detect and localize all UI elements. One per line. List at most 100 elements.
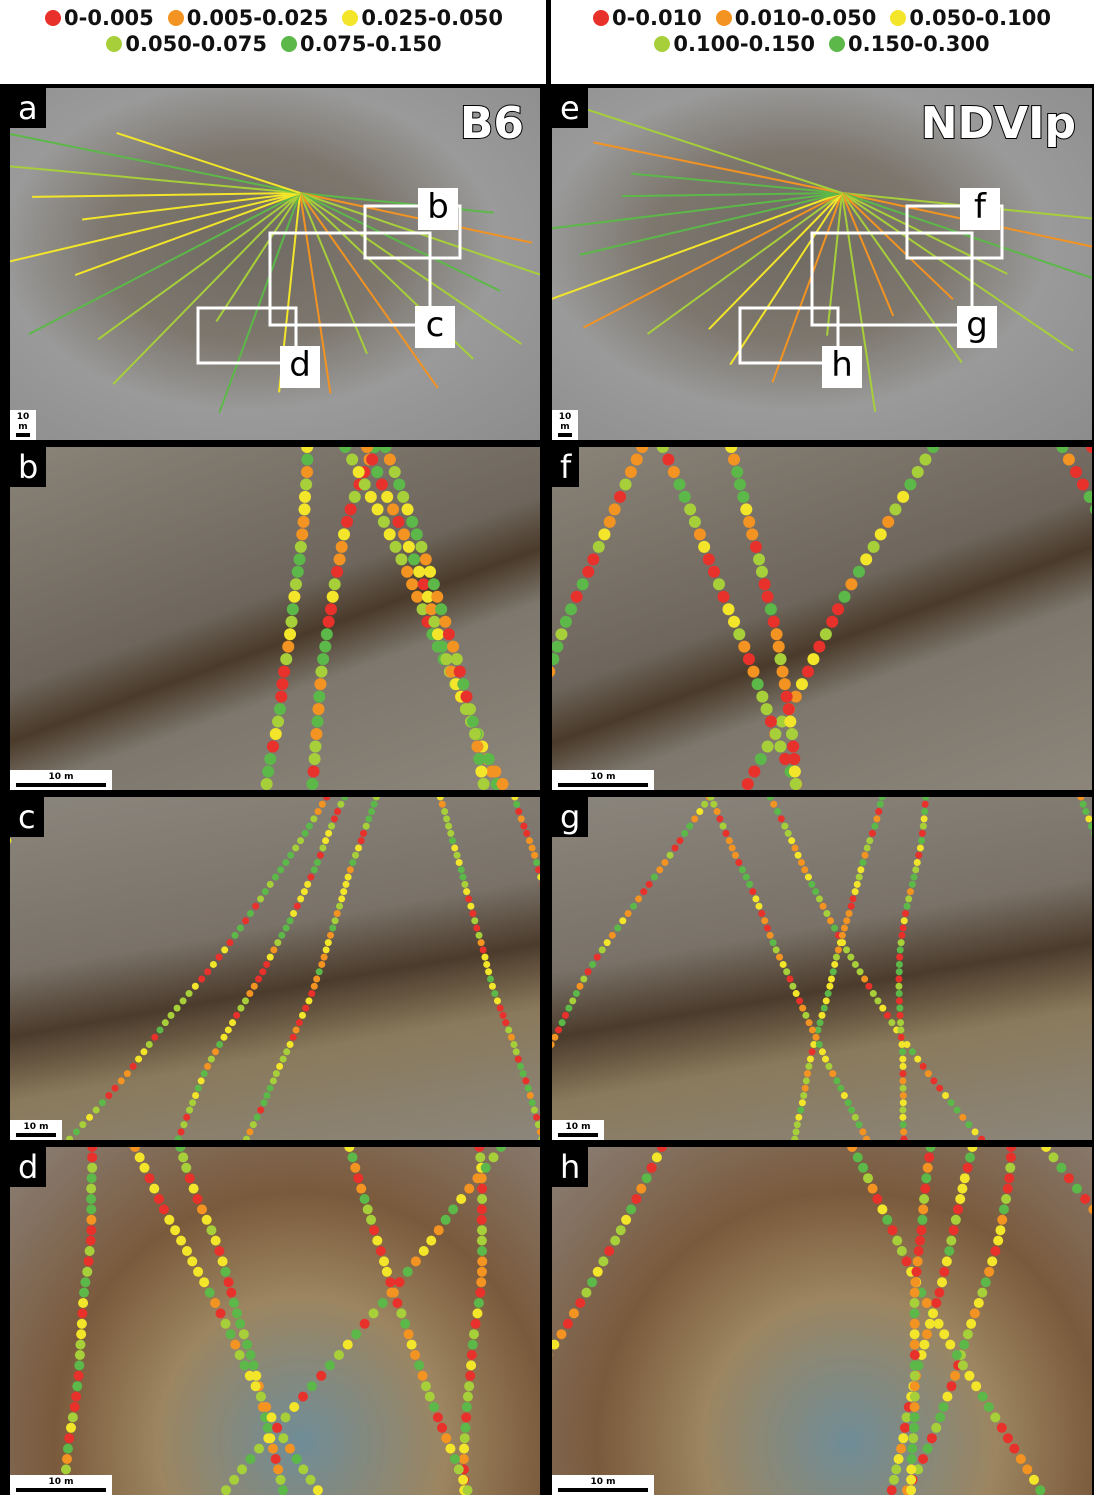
- track-point: [533, 859, 540, 866]
- track-point: [464, 1184, 474, 1194]
- track-point: [746, 528, 758, 540]
- inset-label: c: [415, 306, 455, 348]
- track-point: [112, 1085, 119, 1092]
- track-point: [759, 578, 771, 590]
- track-point: [366, 1215, 376, 1225]
- track-point: [216, 1308, 226, 1318]
- track-point: [646, 881, 653, 888]
- track-point: [833, 954, 840, 961]
- track-point: [845, 1099, 852, 1106]
- legend-item: 0.025-0.050: [342, 6, 503, 30]
- track-point: [64, 1433, 74, 1443]
- track-point: [1022, 1464, 1032, 1474]
- track-point: [341, 797, 348, 801]
- track-point: [802, 1012, 809, 1019]
- track-point: [99, 1099, 106, 1106]
- track-point: [987, 1256, 997, 1266]
- track-point: [582, 566, 594, 578]
- track-point: [581, 1288, 591, 1298]
- track-point: [355, 844, 362, 851]
- track-point: [323, 797, 330, 801]
- track-point: [298, 1392, 308, 1402]
- track-point: [746, 881, 753, 888]
- track-point: [315, 666, 327, 678]
- track-point: [419, 1246, 429, 1256]
- track-point: [454, 1464, 464, 1474]
- track-point: [866, 837, 873, 844]
- scale-text: 10 m: [16, 772, 106, 782]
- track-point: [225, 1026, 232, 1033]
- track-point: [899, 1107, 906, 1114]
- track-point: [425, 1392, 435, 1402]
- track-point: [854, 881, 861, 888]
- track-point: [919, 453, 931, 465]
- track-point: [76, 1329, 86, 1339]
- scale-text: 10 m: [16, 1122, 56, 1132]
- track-point: [765, 603, 777, 615]
- track-point: [465, 895, 472, 902]
- track-point: [230, 1340, 240, 1350]
- track-point: [395, 1277, 405, 1287]
- track-point: [467, 716, 479, 728]
- track-point: [921, 808, 928, 815]
- track-point: [657, 1147, 667, 1152]
- track-point: [264, 753, 276, 765]
- track-point: [899, 1048, 906, 1055]
- track-point: [245, 1371, 255, 1381]
- track-point: [345, 874, 352, 881]
- track-point: [906, 1485, 916, 1495]
- track-point: [703, 553, 715, 565]
- track-point: [351, 1329, 361, 1339]
- track-point: [431, 591, 443, 603]
- track-point: [420, 553, 432, 565]
- track-point: [1090, 503, 1092, 515]
- track-point: [317, 653, 329, 665]
- track-point: [900, 1121, 907, 1128]
- track-point: [552, 641, 563, 653]
- track-point: [1003, 1433, 1013, 1443]
- track-point: [907, 888, 914, 895]
- track-point: [796, 997, 803, 1004]
- track-point: [283, 925, 290, 932]
- track-point: [347, 1152, 357, 1162]
- track-point: [868, 1184, 878, 1194]
- track: [10, 161, 300, 193]
- track: [216, 193, 300, 321]
- track-point: [926, 1147, 936, 1152]
- track-point: [75, 1340, 85, 1350]
- track-point: [691, 815, 698, 822]
- track-point: [477, 1184, 487, 1194]
- inset-label: g: [957, 306, 997, 348]
- track-point: [925, 1070, 932, 1077]
- track-point: [971, 1381, 981, 1391]
- track-point: [261, 1402, 271, 1412]
- track-point: [304, 881, 311, 888]
- track-point: [1072, 1184, 1082, 1194]
- track-point: [742, 778, 754, 790]
- track-point: [287, 1041, 294, 1048]
- legend-label: 0.050-0.075: [125, 32, 267, 56]
- track-point: [316, 1371, 326, 1381]
- track-point: [656, 866, 663, 873]
- track-point: [139, 1163, 149, 1173]
- track-point: [267, 954, 274, 961]
- legend-label: 0.100-0.150: [673, 32, 815, 56]
- track-point: [965, 1121, 972, 1128]
- track-point: [812, 888, 819, 895]
- track-point: [287, 603, 299, 615]
- track-point: [186, 1107, 193, 1114]
- track-point: [192, 1092, 199, 1099]
- track-point: [870, 990, 877, 997]
- track-point: [263, 1092, 270, 1099]
- track-point: [788, 753, 800, 765]
- track-point: [780, 961, 787, 968]
- track-point: [914, 1246, 924, 1256]
- track-point: [77, 1308, 87, 1318]
- scale-line: [558, 433, 572, 437]
- track-point: [204, 1063, 211, 1070]
- track-point: [997, 1423, 1007, 1433]
- scale-bar: 10 m: [10, 410, 36, 440]
- track-point: [411, 1256, 421, 1266]
- track-point: [363, 1204, 373, 1214]
- track-point: [951, 1215, 961, 1225]
